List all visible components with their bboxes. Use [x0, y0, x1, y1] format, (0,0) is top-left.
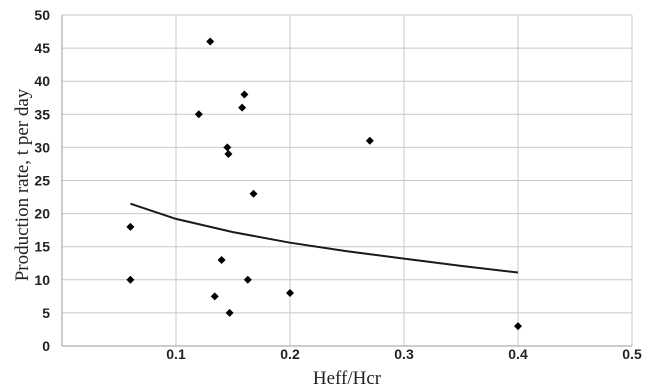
- y-tick-label: 10: [34, 272, 50, 288]
- y-tick-label: 25: [34, 173, 50, 189]
- y-tick-labels: 0 5 10 15 20 25 30 35 40 45 50: [34, 7, 50, 354]
- data-point: [238, 103, 247, 112]
- trend-curve: [130, 202, 519, 274]
- x-tick-label: 0.2: [280, 346, 300, 362]
- y-tick-label: 15: [34, 239, 50, 255]
- trend-lines: [130, 202, 519, 274]
- data-point: [223, 143, 232, 152]
- data-point: [217, 255, 226, 264]
- data-point: [225, 308, 234, 317]
- data-point: [243, 275, 252, 284]
- x-tick-label: 0.5: [622, 346, 642, 362]
- y-tick-label: 20: [34, 206, 50, 222]
- data-point: [249, 189, 258, 198]
- y-tick-label: 35: [34, 106, 50, 122]
- y-tick-label: 0: [42, 338, 50, 354]
- grid-lines: [62, 14, 633, 346]
- y-axis-title: Production rate, t per day: [12, 88, 33, 281]
- x-tick-labels: 0.1 0.2 0.3 0.4 0.5: [166, 346, 642, 362]
- x-tick-label: 0.3: [394, 346, 414, 362]
- data-point: [210, 292, 219, 301]
- y-tick-label: 5: [42, 305, 50, 321]
- data-point: [240, 90, 249, 99]
- data-points: [126, 37, 522, 331]
- data-point: [194, 110, 203, 119]
- y-tick-label: 30: [34, 139, 50, 155]
- data-point: [514, 322, 522, 331]
- data-point: [126, 275, 135, 284]
- data-point: [206, 37, 215, 46]
- y-tick-label: 45: [34, 40, 50, 56]
- data-point: [286, 289, 294, 298]
- data-point: [126, 222, 135, 231]
- x-axis-title: Heff/Hcr: [313, 368, 382, 388]
- axes: [61, 15, 632, 347]
- y-tick-label: 40: [34, 73, 50, 89]
- y-tick-label: 50: [34, 7, 50, 23]
- x-tick-label: 0.4: [508, 346, 528, 362]
- x-tick-label: 0.1: [166, 346, 186, 362]
- data-point: [224, 150, 233, 159]
- data-point: [365, 136, 374, 145]
